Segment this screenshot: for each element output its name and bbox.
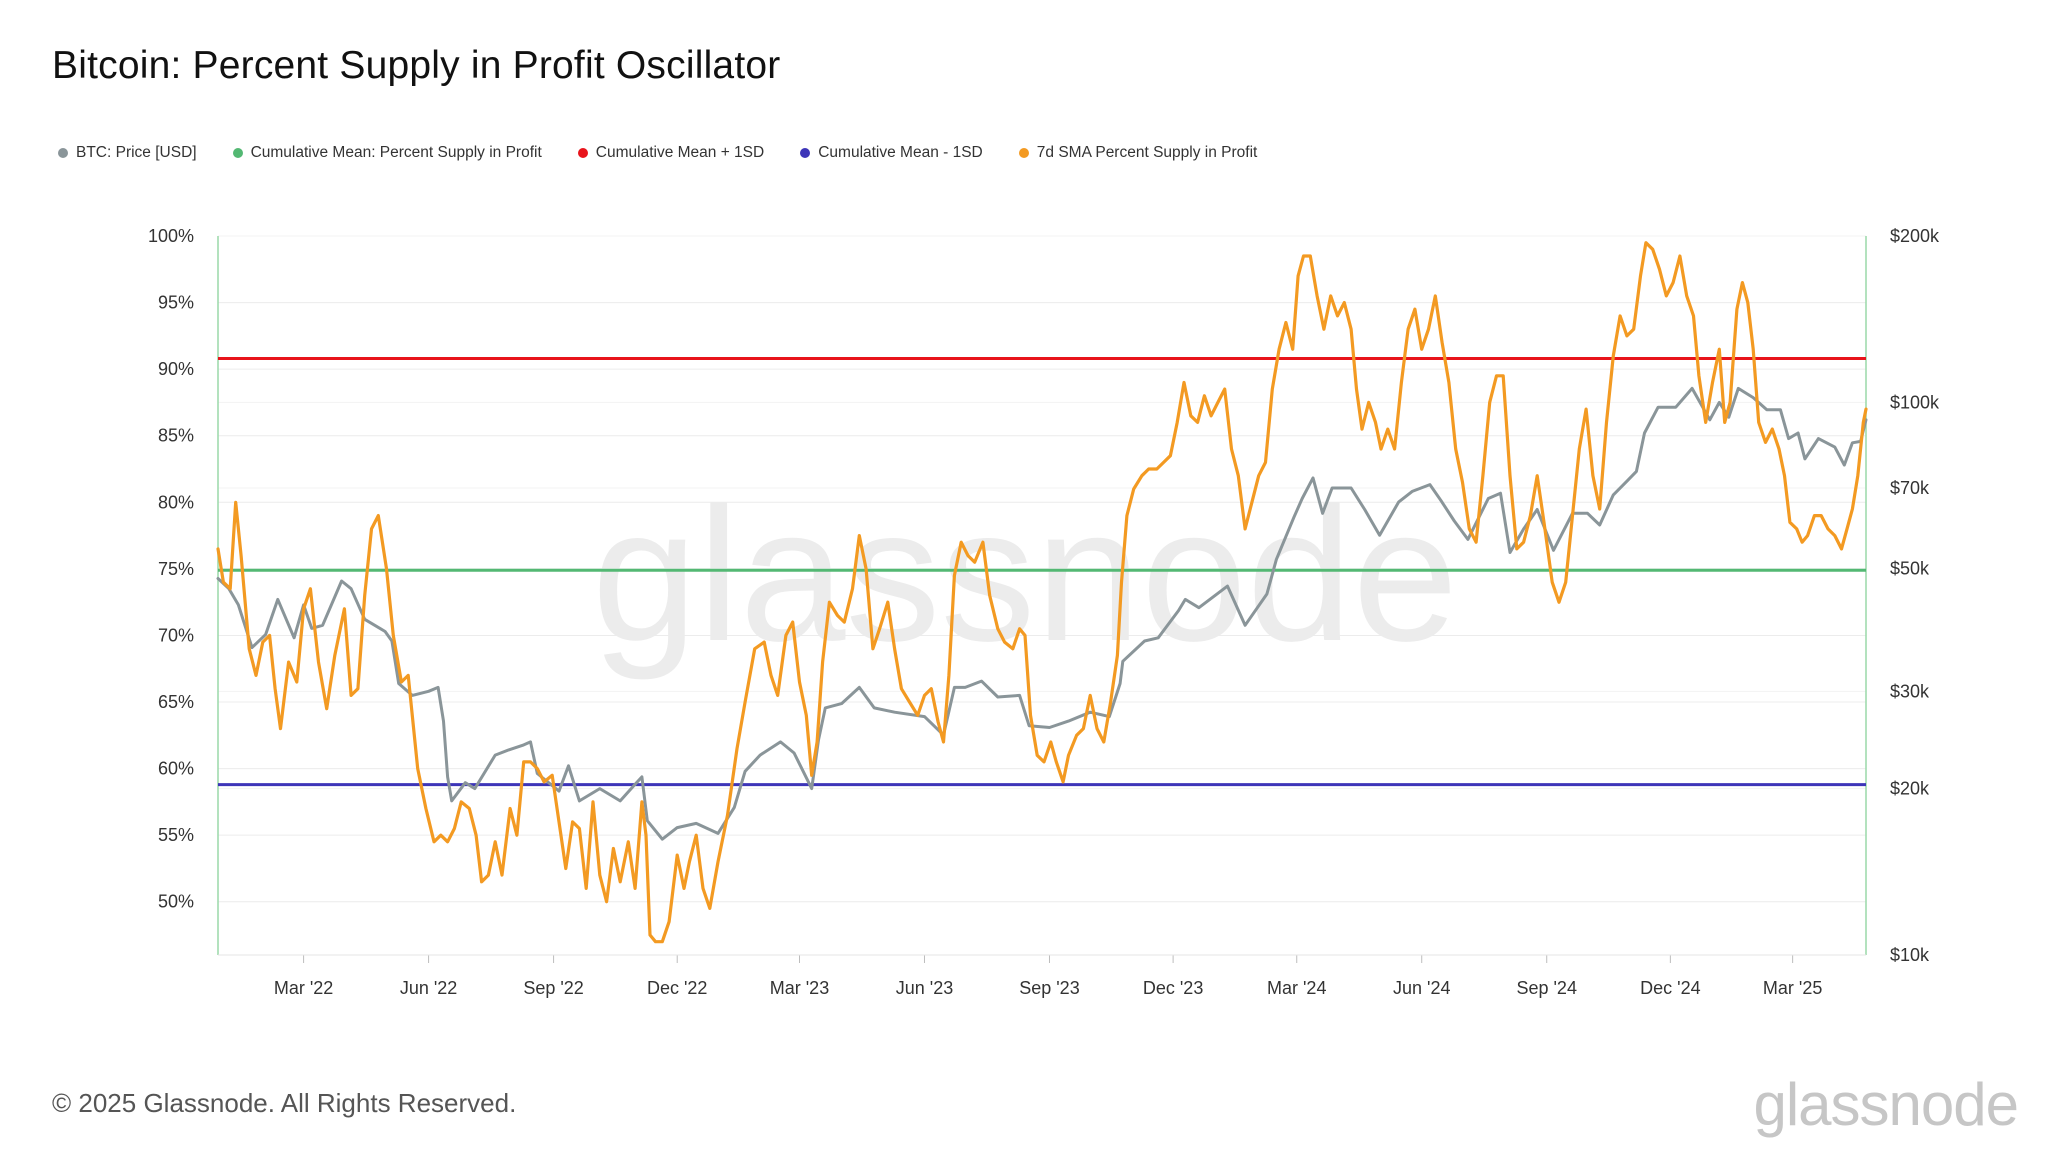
x-tick-label: Dec '23 xyxy=(1143,978,1203,998)
y-left-tick-label: 90% xyxy=(158,359,194,379)
y-right-tick-label: $50k xyxy=(1890,559,1930,579)
y-left-tick-label: 75% xyxy=(158,559,194,579)
y-left-tick-label: 95% xyxy=(158,293,194,313)
y-right-tick-label: $100k xyxy=(1890,392,1940,412)
y-left-tick-label: 80% xyxy=(158,492,194,512)
chart-legend: BTC: Price [USD] Cumulative Mean: Percen… xyxy=(58,144,1257,162)
y-right-tick-label: $10k xyxy=(1890,945,1930,965)
x-tick-label: Mar '25 xyxy=(1763,978,1822,998)
y-right-tick-label: $30k xyxy=(1890,681,1930,701)
axis-layer: 100% 95% 90% 85% 80% 75% 70% 65% 60% 55% 50% $200k $… xyxy=(148,226,1940,998)
y-right-tick-label: $200k xyxy=(1890,226,1940,246)
chart-title: Bitcoin: Percent Supply in Profit Oscill… xyxy=(52,44,781,87)
x-tick-label: Dec '24 xyxy=(1640,978,1700,998)
btc-price-line xyxy=(216,386,1868,841)
legend-item-btc-price[interactable]: BTC: Price [USD] xyxy=(58,144,197,162)
legend-marker xyxy=(1018,148,1029,158)
sma-supply-in-profit-line xyxy=(216,241,1868,944)
y-left-tick-label: 70% xyxy=(158,625,194,645)
x-tick-label: Mar '24 xyxy=(1267,978,1326,998)
y-left-tick-label: 50% xyxy=(158,892,194,912)
x-tick-label: Jun '24 xyxy=(1393,978,1450,998)
series-layer xyxy=(216,241,1868,944)
y-left-tick-label: 60% xyxy=(158,759,194,779)
copyright-text: © 2025 Glassnode. All Rights Reserved. xyxy=(52,1088,517,1118)
legend-label: 7d SMA Percent Supply in Profit xyxy=(1036,144,1258,161)
legend-marker xyxy=(58,148,68,158)
legend-label: Cumulative Mean - 1SD xyxy=(818,144,983,161)
legend-item-mean-minus-1sd[interactable]: Cumulative Mean - 1SD xyxy=(800,144,983,162)
y-left-tick-label: 55% xyxy=(158,825,194,845)
y-left-tick-label: 100% xyxy=(148,226,194,246)
legend-item-mean-plus-1sd[interactable]: Cumulative Mean + 1SD xyxy=(577,144,765,162)
x-tick-label: Jun '23 xyxy=(896,978,953,998)
brand-logo[interactable]: glassnode xyxy=(1753,1071,2019,1138)
legend-label: Cumulative Mean + 1SD xyxy=(595,144,765,161)
y-right-tick-label: $70k xyxy=(1890,478,1930,498)
y-right-tick-label: $20k xyxy=(1890,779,1930,799)
y-left-tick-label: 65% xyxy=(158,692,194,712)
legend-item-7d-sma[interactable]: 7d SMA Percent Supply in Profit xyxy=(1018,144,1258,162)
x-tick-label: Sep '23 xyxy=(1019,978,1080,998)
legend-marker xyxy=(577,148,588,158)
legend-marker xyxy=(800,148,811,158)
x-tick-label: Sep '22 xyxy=(523,978,584,998)
x-tick-label: Mar '23 xyxy=(770,978,829,998)
reference-lines xyxy=(218,356,1866,787)
y-left-tick-label: 85% xyxy=(158,426,194,446)
legend-marker xyxy=(232,148,243,158)
x-tick-label: Jun '22 xyxy=(400,978,457,998)
x-tick-label: Sep '24 xyxy=(1516,978,1577,998)
legend-item-cumulative-mean[interactable]: Cumulative Mean: Percent Supply in Profi… xyxy=(232,144,542,162)
legend-label: Cumulative Mean: Percent Supply in Profi… xyxy=(250,144,542,161)
legend-label: BTC: Price [USD] xyxy=(76,144,197,161)
x-tick-label: Dec '22 xyxy=(647,978,707,998)
x-tick-label: Mar '22 xyxy=(274,978,333,998)
